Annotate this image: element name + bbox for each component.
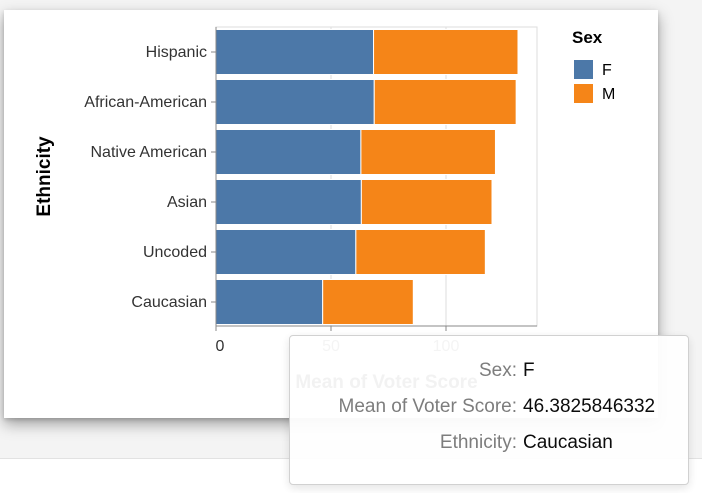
x-tick-label: 0: [216, 338, 225, 355]
tooltip-table: Sex: F Mean of Voter Score: 46.382584633…: [290, 358, 688, 466]
bar-f-native-american: [215, 129, 362, 175]
legend-label: M: [602, 86, 615, 103]
chart-tooltip: Sex: F Mean of Voter Score: 46.382584633…: [289, 335, 689, 485]
bar-m-native-american: [360, 129, 496, 175]
y-tick-label: Asian: [167, 194, 207, 211]
tooltip-key: Sex:: [478, 360, 517, 381]
tooltip-row-ethnicity: Ethnicity: Caucasian: [290, 430, 688, 466]
y-tick-label: Native American: [91, 144, 208, 161]
legend-title: Sex: [572, 28, 603, 47]
bar-f-hispanic: [215, 29, 375, 75]
bar-m-asian: [360, 179, 493, 225]
tooltip-value: Caucasian: [523, 432, 613, 453]
bar-f-caucasian: [215, 279, 324, 325]
tooltip-row-score: Mean of Voter Score: 46.3825846332: [290, 394, 688, 430]
bar-m-hispanic: [373, 29, 519, 75]
bar-m-uncoded: [355, 229, 486, 275]
legend-swatch-m: [574, 84, 593, 103]
legend-label: F: [602, 62, 612, 79]
bar-m-caucasian: [322, 279, 414, 325]
y-tick-label: Caucasian: [131, 294, 207, 311]
y-tick-label: Uncoded: [143, 244, 207, 261]
tooltip-value: F: [523, 360, 535, 381]
tooltip-value: 46.3825846332: [523, 396, 656, 417]
y-axis-title: Ethnicity: [34, 136, 55, 217]
tooltip-key: Ethnicity:: [439, 432, 517, 453]
tooltip-key: Mean of Voter Score:: [338, 396, 518, 417]
bar-f-asian: [215, 179, 362, 225]
y-tick-label: Hispanic: [146, 44, 207, 61]
tooltip-row-sex: Sex: F: [290, 358, 688, 394]
bar-m-african-american: [373, 79, 517, 125]
y-tick-label: African-American: [84, 94, 207, 111]
legend-swatch-f: [574, 60, 593, 79]
bar-f-uncoded: [215, 229, 357, 275]
bar-f-african-american: [215, 79, 375, 125]
